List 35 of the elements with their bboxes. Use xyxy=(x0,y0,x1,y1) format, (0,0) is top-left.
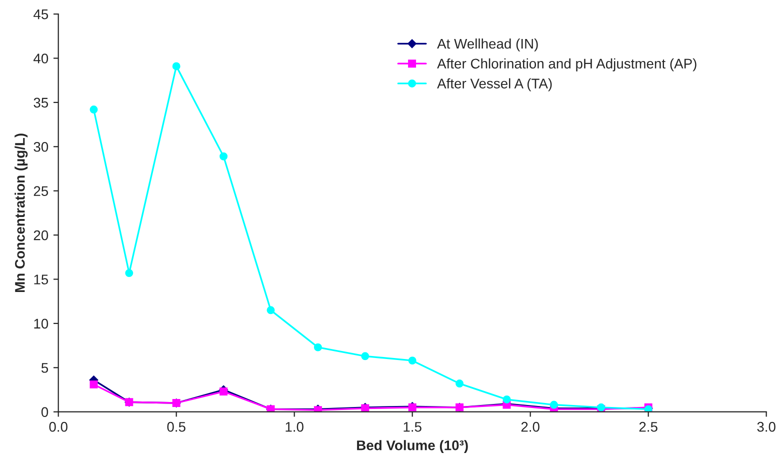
x-tick-label: 0.5 xyxy=(167,422,186,432)
y-tick-label: 25 xyxy=(34,186,48,196)
point xyxy=(314,343,322,352)
point xyxy=(90,380,98,388)
x-tick-label: 3.0 xyxy=(757,422,776,432)
x-axis-title: Bed Volume (10³) xyxy=(357,440,468,454)
x-tick-label: 2.5 xyxy=(639,422,658,432)
point xyxy=(361,352,370,360)
y-tick-label: 40 xyxy=(34,54,48,64)
point xyxy=(456,380,464,388)
point xyxy=(502,395,511,404)
point xyxy=(172,62,180,70)
x-tick-label: 1.0 xyxy=(286,422,304,432)
x-tick-label: 2.0 xyxy=(521,422,540,432)
point xyxy=(408,356,416,365)
point xyxy=(220,388,228,396)
y-tick-label: 15 xyxy=(34,274,48,284)
y-tick-label: 0 xyxy=(41,407,48,418)
legend-label: After Vessel A (TA) xyxy=(437,78,552,92)
y-axis-title: Mn Concentration (µg/L) xyxy=(14,134,28,292)
y-tick-label: 10 xyxy=(34,318,48,329)
y-tick-label: 45 xyxy=(34,10,48,20)
x-tick-label: 0.0 xyxy=(49,422,68,432)
y-tick-label: 20 xyxy=(34,230,48,240)
point xyxy=(90,106,98,114)
legend-label: After Chlorination and pH Adjustment (AP) xyxy=(437,58,696,72)
x-tick-label: 1.5 xyxy=(404,422,422,432)
point xyxy=(125,269,134,278)
point xyxy=(266,306,275,314)
point xyxy=(550,400,558,409)
legend-label: At Wellhead (IN) xyxy=(437,38,538,52)
y-tick-label: 35 xyxy=(34,98,48,108)
y-tick-label: 30 xyxy=(34,142,48,152)
point xyxy=(220,152,228,160)
y-tick-label: 5 xyxy=(41,363,48,373)
